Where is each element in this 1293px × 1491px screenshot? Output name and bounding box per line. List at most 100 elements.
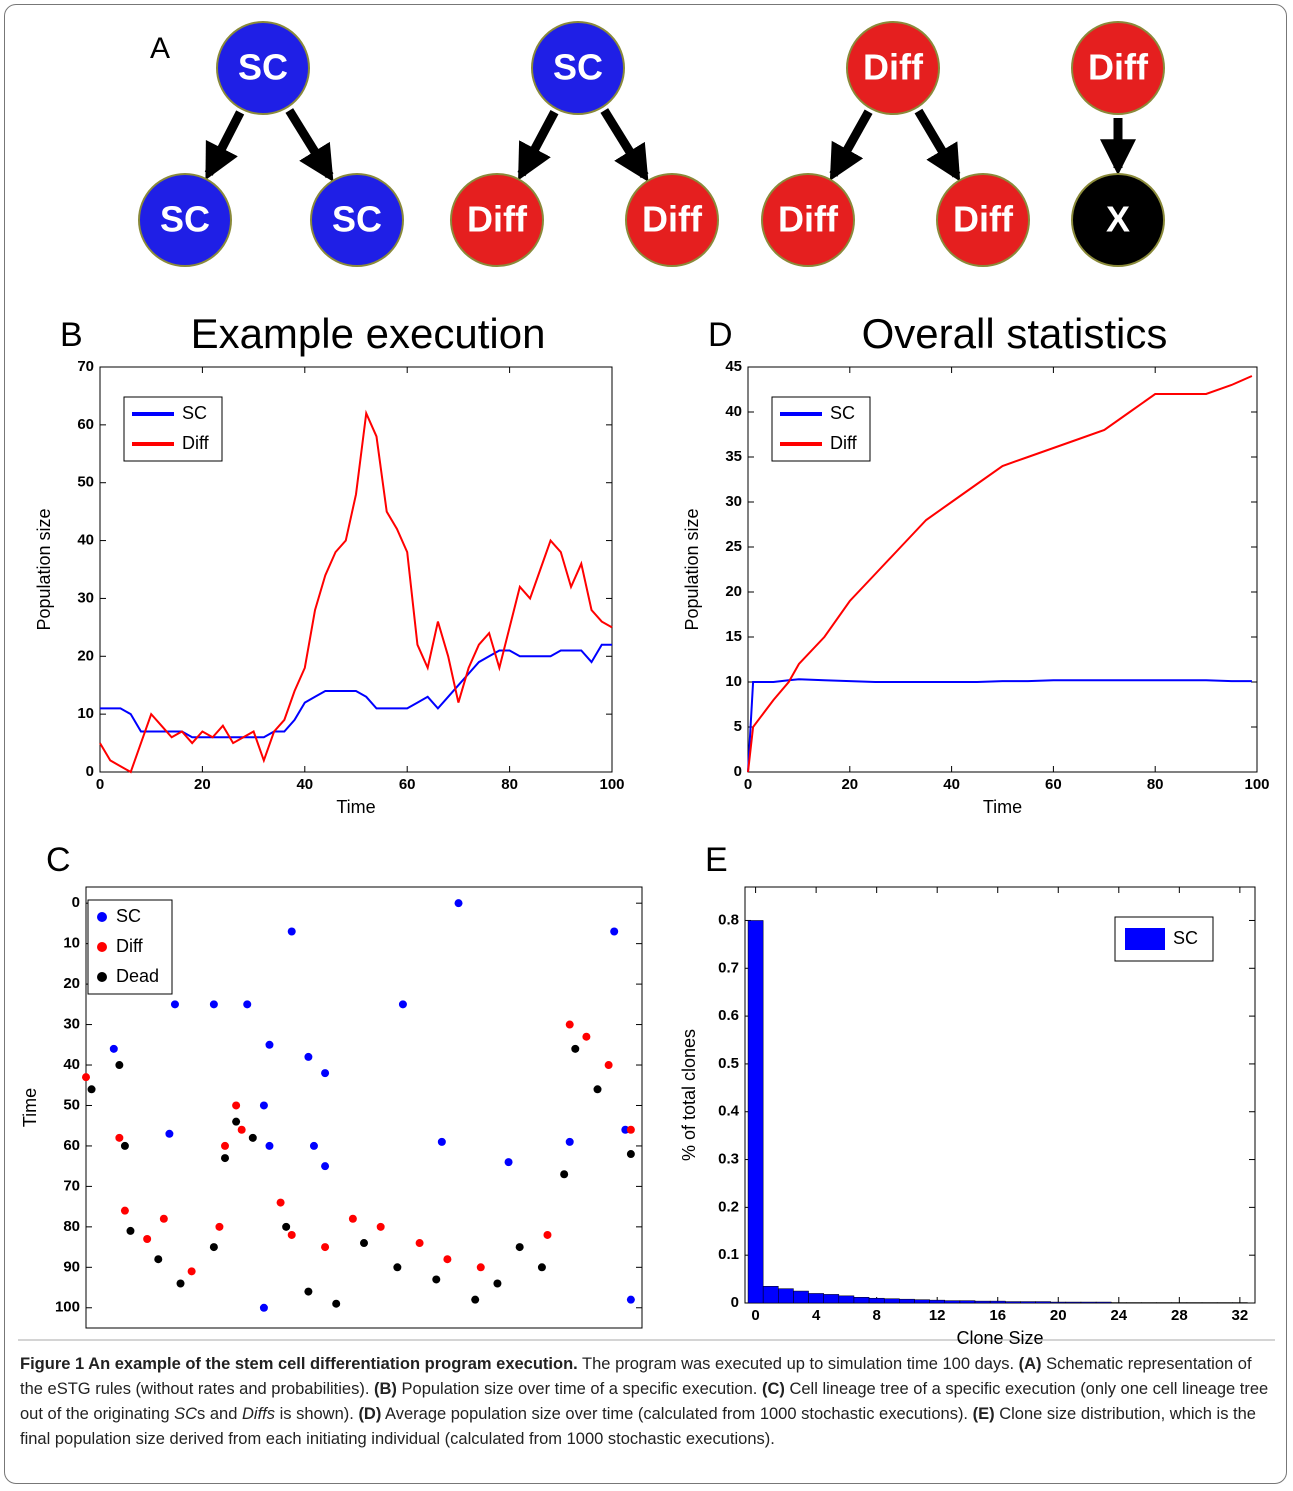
caption-text: (E): [972, 1405, 995, 1423]
series-line: [747, 375, 1253, 773]
y-tick-label: 0.8: [718, 911, 739, 928]
point: [610, 927, 619, 936]
y-tick-label: 0.3: [718, 1151, 739, 1168]
x-tick-label: 20: [194, 776, 211, 793]
y-axis-label: % of total clones: [679, 1029, 699, 1161]
y-tick-label: 10: [63, 935, 80, 952]
point: [232, 1101, 241, 1110]
y-tick-label: 0: [731, 1294, 739, 1311]
point: [304, 1052, 313, 1061]
point: [176, 1279, 185, 1288]
point: [309, 1141, 318, 1150]
caption-text: (A): [1018, 1355, 1042, 1373]
y-tick-label: 60: [77, 416, 94, 433]
bar: [989, 1300, 1006, 1304]
point: [604, 1061, 613, 1070]
point: [115, 1061, 124, 1070]
arrow: [600, 108, 649, 182]
cell-label: SC: [160, 199, 210, 240]
point: [232, 1117, 241, 1126]
point: [593, 1085, 602, 1094]
panel-label: A: [150, 32, 170, 65]
legend-label: SC: [1173, 928, 1198, 948]
legend-label: Diff: [116, 936, 144, 956]
legend-box: [123, 396, 223, 462]
y-tick-label: 50: [77, 474, 94, 491]
point: [348, 1214, 357, 1223]
point: [287, 1230, 296, 1239]
point: [321, 1162, 330, 1171]
point: [626, 1125, 635, 1134]
point: [87, 1085, 96, 1094]
y-tick-label: 10: [725, 673, 742, 690]
point: [582, 1032, 591, 1041]
point: [432, 1275, 441, 1284]
point: [415, 1239, 424, 1248]
y-tick-label: 70: [63, 1177, 80, 1194]
legend-label: SC: [116, 906, 141, 926]
point: [376, 1222, 385, 1231]
y-tick-label: 20: [63, 975, 80, 992]
point: [504, 1158, 513, 1167]
y-axis-label: Time: [20, 1088, 40, 1127]
caption-text: SC: [174, 1405, 198, 1423]
panel-label: C: [46, 841, 71, 879]
caption: Figure 1 An example of the stem cell dif…: [20, 1352, 1275, 1452]
y-tick-label: 70: [77, 358, 94, 375]
y-tick-label: 0.1: [718, 1246, 739, 1263]
point: [471, 1295, 480, 1304]
legend-marker: [97, 942, 107, 952]
chart: D Overall statistics 0 5 10 15 20 25 30 35 40 45 0 20…: [682, 310, 1270, 817]
figure: A SC SC Diff Diff SC SC Diff Diff Diff Diff X B Exam…: [18, 21, 1275, 1345]
chart-title: Example execution: [191, 310, 546, 357]
bar: [1080, 1301, 1097, 1304]
y-tick-label: 50: [63, 1096, 80, 1113]
point: [543, 1230, 552, 1239]
y-tick-label: 0: [734, 763, 742, 780]
cell-label: Diff: [953, 199, 1014, 240]
cell-node: [310, 173, 404, 267]
point: [565, 1020, 574, 1029]
cell-label: X: [1106, 199, 1130, 240]
point: [126, 1226, 135, 1235]
x-tick-label: 0: [744, 776, 752, 793]
point: [221, 1154, 229, 1163]
bar: [838, 1295, 855, 1304]
point: [571, 1044, 580, 1053]
point: [443, 1255, 452, 1264]
y-tick-label: 40: [63, 1056, 80, 1073]
cell-node: [846, 21, 940, 115]
point: [215, 1222, 224, 1231]
point: [304, 1287, 313, 1296]
legend-label: Diff: [830, 433, 858, 453]
point: [82, 1073, 90, 1082]
cell-label: SC: [238, 47, 288, 88]
caption-text: Population size over time of a specific …: [396, 1380, 762, 1398]
y-tick-label: 35: [725, 448, 742, 465]
point: [259, 1303, 268, 1312]
bar: [1035, 1301, 1051, 1304]
point: [515, 1243, 524, 1252]
panel-label: D: [708, 316, 733, 354]
y-tick-label: 25: [725, 538, 742, 555]
caption-text: Cell lineage tree of a specific executio…: [20, 1380, 1269, 1423]
y-tick-label: 5: [734, 718, 742, 735]
point: [393, 1263, 402, 1272]
cell-node: [450, 173, 544, 267]
point: [454, 899, 463, 908]
point: [476, 1263, 485, 1272]
bar: [808, 1293, 824, 1304]
bar: [1050, 1301, 1067, 1304]
cell-node: [761, 173, 855, 267]
x-axis-label: Clone Size: [956, 1328, 1043, 1345]
x-tick-label: 4: [812, 1307, 821, 1324]
bar: [762, 1286, 779, 1304]
cell-label: Diff: [778, 199, 839, 240]
x-tick-label: 0: [96, 776, 104, 793]
cell-node: [1071, 21, 1165, 115]
chart: C0 10 20 30 40 50 60 70 80 90 100 Time SC Diff Dead: [20, 841, 643, 1329]
arrow: [829, 109, 873, 181]
caption-text: Diffs: [241, 1405, 275, 1423]
point: [243, 1000, 252, 1009]
x-tick-label: 40: [943, 776, 960, 793]
